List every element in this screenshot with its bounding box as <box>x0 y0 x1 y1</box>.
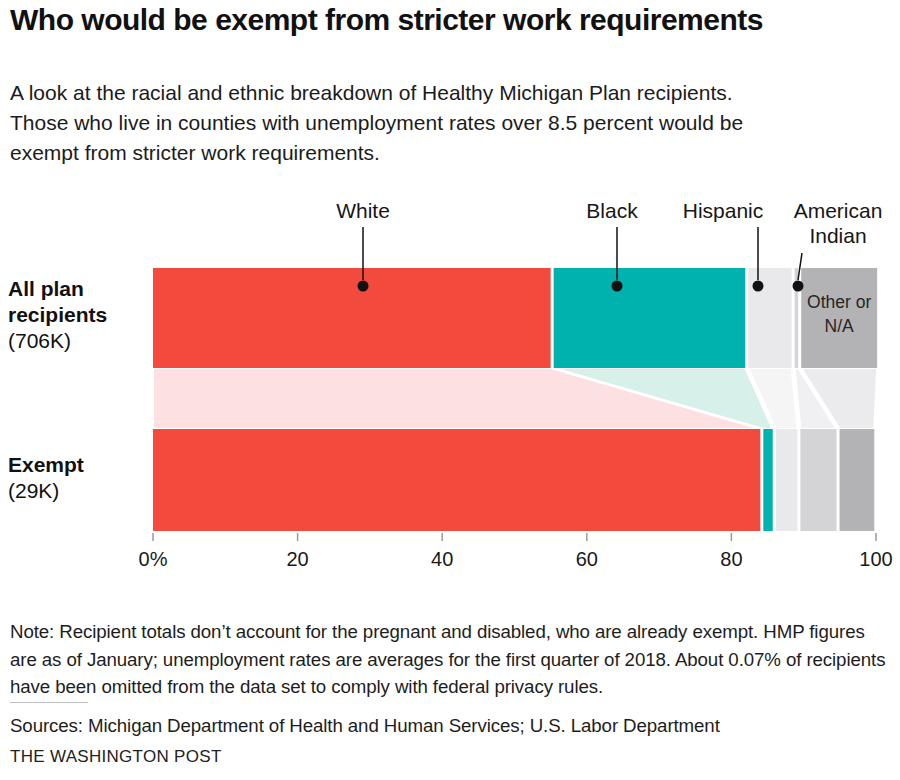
row-total: (29K) <box>8 478 158 504</box>
segment-label-other-or-na: Other or N/A <box>802 290 876 338</box>
category-label-black: Black <box>586 198 637 223</box>
sources-line: Sources: Michigan Department of Health a… <box>10 715 892 737</box>
bar-top-segment-white <box>153 268 551 368</box>
bar-bottom-segment-black <box>763 429 772 531</box>
row-label-exempt: Exempt (29K) <box>8 452 158 504</box>
category-label-hispanic: Hispanic <box>683 198 764 223</box>
pointer-dot-hispanic <box>753 281 764 292</box>
row-name: Exempt <box>8 452 158 478</box>
bar-bottom-segment-american-indian <box>800 429 836 531</box>
bar-bottom-segment-white <box>153 429 760 531</box>
publisher-credit: THE WASHINGTON POST <box>10 747 222 767</box>
category-label-american-indian: American Indian <box>780 198 896 248</box>
x-axis-label-60: 60 <box>576 548 598 571</box>
row-name: All plan recipients <box>8 276 158 328</box>
x-axis-label-20: 20 <box>286 548 308 571</box>
bar-bottom-segment-hispanic <box>776 429 798 531</box>
row-total: (706K) <box>8 328 158 354</box>
bar-top-segment-black <box>554 268 746 368</box>
x-axis-label-40: 40 <box>431 548 453 571</box>
pointer-dot-white <box>358 281 369 292</box>
pointer-dot-black <box>612 281 623 292</box>
chart-page: Who would be exempt from stricter work r… <box>0 0 900 780</box>
row-label-all-plan-recipients: All plan recipients (706K) <box>8 276 158 354</box>
footer-divider <box>10 702 88 703</box>
category-label-white: White <box>336 198 390 223</box>
x-axis-label-80: 80 <box>720 548 742 571</box>
x-axis-label-100: 100 <box>859 548 892 571</box>
footnote: Note: Recipient totals don’t account for… <box>10 618 892 701</box>
x-axis-label-0: 0% <box>139 548 168 571</box>
bar-bottom-segment-other-or-n-a <box>840 429 875 531</box>
